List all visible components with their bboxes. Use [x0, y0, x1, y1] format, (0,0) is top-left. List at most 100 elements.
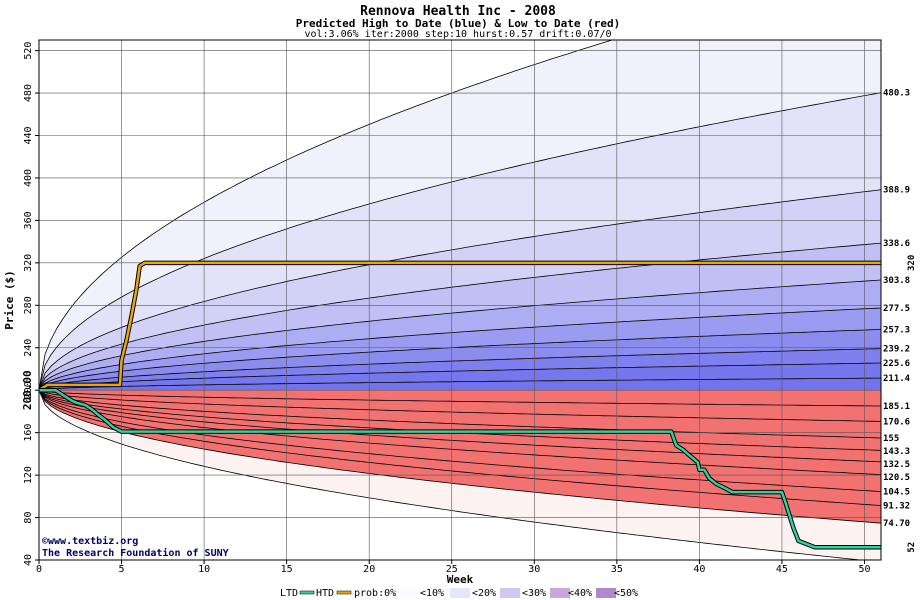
- y-axis-ticks: 40 80 120 160 200 240 280 320 360 400 440 480 520: [23, 42, 39, 566]
- band-end-label-2: 338.6: [883, 239, 910, 249]
- band-end-label-1: 388.9: [883, 186, 910, 196]
- high-band-7: [39, 348, 881, 391]
- low-band-line-3: [39, 389, 881, 439]
- high-band-line-7: [39, 348, 881, 391]
- high-band-line-1: [39, 92, 881, 391]
- credit-website: ©www.textbiz.org: [42, 535, 138, 547]
- x-tick-label-5: 5: [119, 564, 125, 575]
- legend-prob-40-label: <40%: [568, 588, 592, 599]
- x-tick-label-40: 40: [693, 564, 705, 575]
- x-tick-label-35: 35: [611, 564, 623, 575]
- legend-prob-20-label: <20%: [472, 588, 496, 599]
- high-band-line-8: [39, 362, 881, 391]
- x-tick-label-0: 0: [36, 564, 42, 575]
- y-tick-label-80: 80: [23, 512, 34, 524]
- band-end-label-10: 170.6: [883, 417, 910, 427]
- band-end-label-3: 303.8: [883, 276, 910, 286]
- band-end-label-12: 143.3: [883, 447, 910, 457]
- y-tick-label-520: 520: [23, 42, 34, 60]
- high-band-line-0: [39, 40, 614, 391]
- high-probability-bands: [39, 40, 881, 391]
- simulation-parameters: vol:3.06% iter:2000 step:10 hurst:0.57 d…: [304, 29, 611, 40]
- y-tick-label-320: 320: [23, 254, 34, 272]
- band-end-labels: 480.3 388.9 338.6 303.8 277.5 257.3 239.2 225.6…: [883, 89, 911, 529]
- high-to-date-marker: 320: [907, 255, 917, 271]
- high-band-6: [39, 329, 881, 391]
- series-ltd-line: [39, 388, 881, 549]
- legend-prob-30-swatch: [550, 588, 570, 598]
- band-end-label-4: 277.5: [883, 304, 910, 314]
- low-band-line-8: [39, 389, 881, 506]
- series-lines: [39, 260, 881, 550]
- y-tick-label-440: 440: [23, 126, 34, 144]
- legend-htd-label: HTD: [316, 588, 334, 599]
- band-end-label-16: 91.32: [883, 502, 910, 512]
- y-tick-label-120: 120: [23, 466, 34, 484]
- low-band-line-6: [39, 389, 881, 475]
- legend-prob-0-swatch: [396, 588, 416, 598]
- low-band-line-5: [39, 389, 881, 463]
- band-end-label-5: 257.3: [883, 325, 910, 335]
- legend-prob-50-label: <50%: [614, 588, 638, 599]
- high-band-line-9: [39, 377, 881, 391]
- credit-organization: The Research Foundation of SUNY: [42, 547, 229, 559]
- band-end-label-11: 155: [883, 434, 899, 444]
- high-band-line-3: [39, 242, 881, 391]
- legend-prob-0-label: prob:0%: [354, 588, 396, 599]
- legend-prob-10-swatch: [450, 588, 470, 598]
- y-tick-label-40: 40: [23, 554, 34, 566]
- high-band-line-2: [39, 189, 881, 391]
- high-band-line-5: [39, 307, 881, 391]
- start-price-label: 200.00: [21, 370, 34, 410]
- legend: LTD HTD prob:0% <10% <20% <30% <40% <50%: [280, 588, 638, 599]
- legend-ltd-label: LTD: [280, 588, 298, 599]
- y-axis-label: Price ($): [3, 270, 16, 330]
- high-band-line-4: [39, 279, 881, 391]
- low-band-line-2: [39, 389, 881, 422]
- band-end-label-9: 185.1: [883, 402, 910, 412]
- series-htd-line: [39, 261, 881, 392]
- chart-subtitle: Predicted High to Date (blue) & Low to D…: [296, 17, 621, 30]
- x-axis-ticks: 0 5 10 15 20 25 30 35 40 45 50: [36, 560, 871, 575]
- band-end-label-7: 225.6: [883, 359, 910, 369]
- low-band-line-9: [39, 390, 881, 524]
- legend-prob-10-label: <10%: [420, 588, 444, 599]
- y-tick-label-280: 280: [23, 296, 34, 314]
- band-end-label-17: 74.70: [883, 519, 910, 529]
- x-tick-label-50: 50: [858, 564, 870, 575]
- x-tick-label-30: 30: [528, 564, 540, 575]
- high-band-3: [39, 243, 881, 391]
- high-band-1: [39, 92, 881, 391]
- x-tick-label-10: 10: [198, 564, 210, 575]
- high-band-line-6: [39, 329, 881, 391]
- low-probability-bands: [39, 390, 881, 560]
- high-band-2: [39, 189, 881, 391]
- band-end-label-14: 120.5: [883, 473, 910, 483]
- low-band-line-0: [39, 390, 865, 560]
- high-band-4: [39, 280, 881, 391]
- high-band-5: [39, 308, 881, 391]
- band-end-label-0: 480.3: [883, 89, 910, 99]
- x-tick-label-25: 25: [446, 564, 458, 575]
- band-end-label-6: 239.2: [883, 345, 910, 355]
- x-tick-label-45: 45: [776, 564, 788, 575]
- plot-frame: [38, 39, 882, 561]
- legend-ltd-swatch: [299, 590, 315, 595]
- high-band-8: [39, 363, 881, 391]
- band-end-label-8: 211.4: [883, 374, 911, 384]
- band-end-label-15: 104.5: [883, 488, 910, 498]
- chart-title: Rennova Health Inc - 2008: [360, 4, 556, 19]
- legend-htd-swatch: [336, 590, 352, 595]
- y-tick-label-160: 160: [23, 424, 34, 442]
- band-end-label-13: 132.5: [883, 460, 910, 470]
- legend-prob-20-swatch: [500, 588, 520, 598]
- low-to-date-marker: 52: [907, 542, 917, 553]
- high-band-0: [39, 40, 881, 391]
- legend-prob-40-swatch: [596, 588, 616, 598]
- y-tick-label-240: 240: [23, 339, 34, 357]
- y-tick-label-400: 400: [23, 169, 34, 187]
- x-tick-label-20: 20: [363, 564, 375, 575]
- y-tick-label-200: 200: [23, 381, 34, 399]
- x-axis-label: Week: [447, 573, 474, 586]
